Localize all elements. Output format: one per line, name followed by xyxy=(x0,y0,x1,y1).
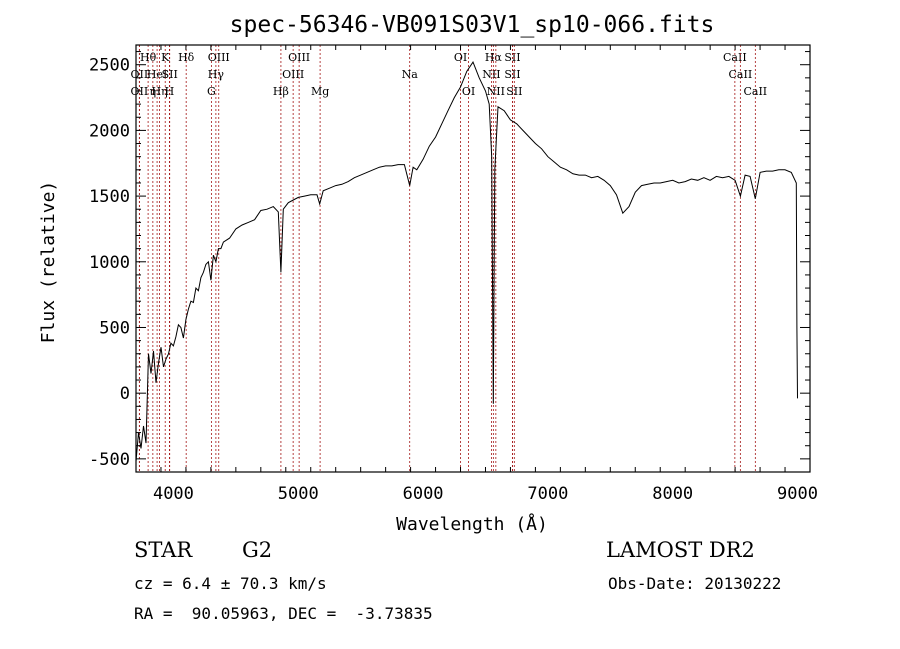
line-marker-label: OIII xyxy=(288,51,310,64)
tick-label: 9000 xyxy=(777,484,818,504)
tick-label: 1000 xyxy=(89,253,130,273)
y-axis-label: Flux (relative) xyxy=(38,181,59,344)
line-marker-label: OIII xyxy=(282,68,304,81)
tick-label: 8000 xyxy=(652,484,693,504)
line-marker-label: CaII xyxy=(723,51,747,64)
coordinates-readout: RA = 90.05963, DEC = -3.73835 xyxy=(134,604,433,623)
line-marker-label: H xyxy=(165,85,175,98)
line-marker-label: Mg xyxy=(311,85,329,98)
line-marker-label: SII xyxy=(506,85,522,98)
tick-label: 2000 xyxy=(89,121,130,141)
line-marker-label: Na xyxy=(402,68,419,81)
tick-label: 500 xyxy=(99,318,130,338)
x-axis-label: Wavelength (Å) xyxy=(396,513,548,535)
line-marker-label: Hη xyxy=(151,85,167,98)
line-marker-label: SII xyxy=(504,68,520,81)
object-subclass: G2 xyxy=(242,538,273,562)
line-marker-label: G xyxy=(207,85,216,98)
line-marker-label: CaII xyxy=(743,85,767,98)
line-marker-label: NII xyxy=(487,85,505,98)
chart-title: spec-56346-VB091S03V1_sp10-066.fits xyxy=(230,12,715,38)
line-marker-label: OI xyxy=(454,51,467,64)
tick-label: 2500 xyxy=(89,56,130,76)
line-marker-label: Hγ xyxy=(208,68,225,81)
spectrum-series xyxy=(135,61,798,462)
survey-name: LAMOST DR2 xyxy=(606,538,755,562)
tick-label: 5000 xyxy=(278,484,319,504)
line-marker-label: Hα xyxy=(485,51,503,64)
observation-date: Obs-Date: 20130222 xyxy=(608,574,782,593)
line-marker-label: HeI xyxy=(147,68,167,81)
redshift-readout: cz = 6.4 ± 70.3 km/s xyxy=(134,574,327,593)
line-marker-label: K xyxy=(161,51,170,64)
tick-label: 4000 xyxy=(153,484,194,504)
tick-label: 1500 xyxy=(89,187,130,207)
line-marker-label: OII xyxy=(131,85,149,98)
axis-ticks: 4000 5000 6000 7000 8000 9000 -500 0 500 1000 1500… xyxy=(89,45,818,504)
plot-frame xyxy=(135,44,811,473)
line-marker-label: NII xyxy=(482,68,500,81)
tick-label: 0 xyxy=(120,384,130,404)
line-marker-label: Hδ xyxy=(178,51,195,64)
line-marker-label: Hθ xyxy=(140,51,157,64)
line-marker-label: SII xyxy=(162,68,178,81)
line-marker-label: η xyxy=(150,85,157,98)
tick-label: 6000 xyxy=(403,484,444,504)
tick-label: 7000 xyxy=(527,484,568,504)
object-class: STAR xyxy=(134,538,193,562)
line-marker-label: Hβ xyxy=(273,85,289,98)
line-marker-label: OI xyxy=(462,85,475,98)
tick-label: -500 xyxy=(89,450,130,470)
line-marker-label: CaII xyxy=(729,68,753,81)
line-marker-label: OIII xyxy=(208,51,230,64)
